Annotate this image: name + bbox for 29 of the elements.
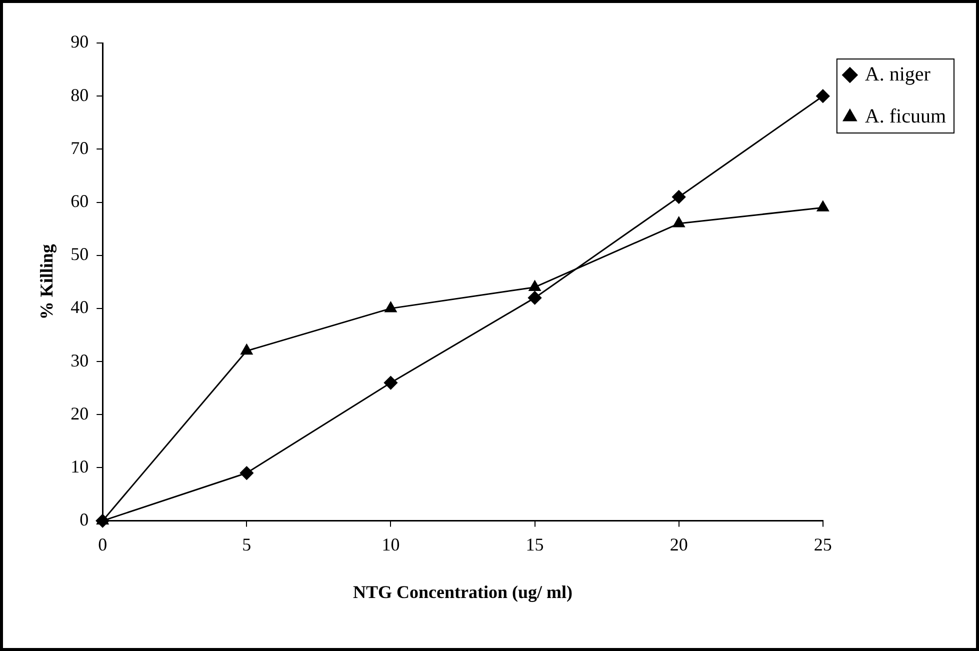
y-tick-label: 80 <box>70 84 89 105</box>
y-tick-label: 0 <box>80 510 89 530</box>
x-tick-label: 0 <box>98 534 108 554</box>
y-tick-label: 10 <box>70 456 89 476</box>
legend-label: A. ficuum <box>864 105 946 128</box>
y-tick-label: 50 <box>70 244 89 264</box>
point <box>528 280 541 291</box>
point <box>96 514 110 528</box>
point <box>240 466 254 480</box>
point <box>384 376 398 390</box>
y-axis-title: % Killing <box>36 244 56 320</box>
y-tick-label: 30 <box>70 350 89 370</box>
x-tick-label: 15 <box>526 534 544 554</box>
y-tick-label: 40 <box>70 297 89 318</box>
point <box>240 344 253 355</box>
x-tick-label: 25 <box>814 534 832 554</box>
x-axis-title: NTG Concentration (ug/ ml) <box>353 582 573 602</box>
point <box>816 200 829 212</box>
x-tick-label: 10 <box>382 534 400 554</box>
point <box>672 216 685 228</box>
y-tick-label: 90 <box>70 32 89 52</box>
point <box>384 302 397 312</box>
point <box>528 291 542 305</box>
legend-label: A. niger <box>864 63 931 86</box>
x-tick-label: 20 <box>670 534 688 554</box>
y-tick-label: 60 <box>70 191 89 211</box>
y-tick-label: 20 <box>70 403 89 424</box>
x-tick-label: 5 <box>242 534 252 554</box>
y-tick-label: 70 <box>70 138 89 158</box>
